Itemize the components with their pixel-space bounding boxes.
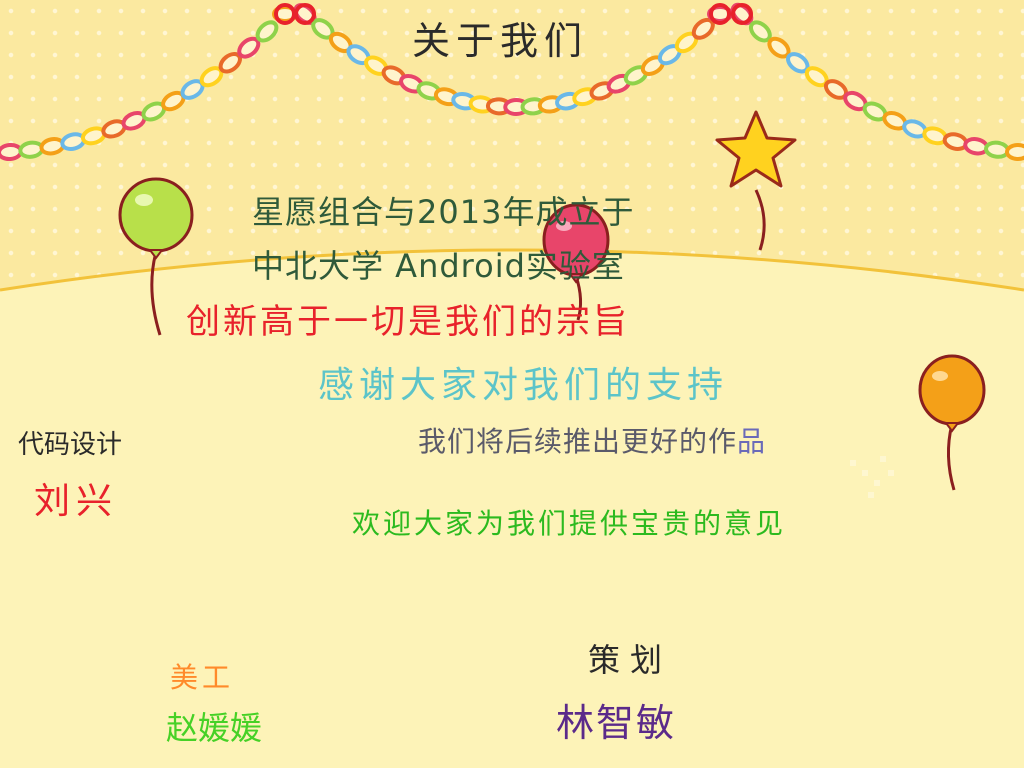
garland-segment-right [730, 2, 1024, 161]
garland-link [767, 36, 791, 59]
garland-link [691, 17, 715, 40]
garland-knot [709, 3, 731, 25]
intro-founded-text: 星愿组合与2013年成立于 [252, 193, 635, 231]
garland-segment-center [293, 3, 733, 117]
page-title: 关于我们 [412, 19, 589, 63]
planning-label: 策划 [588, 641, 673, 679]
code-design-label: 代码设计 [18, 430, 123, 460]
feedback-text: 欢迎大家为我们提供宝贵的意见 [352, 507, 787, 540]
motto-text: 创新高于一切是我们的宗旨 [186, 302, 630, 342]
garland-knot [731, 3, 753, 25]
future-works-main: 我们将后续推出更好的作 [418, 425, 738, 458]
garland-left [0, 2, 1024, 162]
balloon-pink-icon [542, 203, 610, 321]
garland-link [748, 20, 772, 43]
intro-lab-text: 中北大学 Android实验室 [252, 247, 625, 285]
balloon-green-icon [118, 177, 194, 336]
garland-link [237, 36, 261, 59]
planning-name: 林智敏 [556, 701, 677, 745]
code-design-name: 刘兴 [34, 481, 119, 522]
art-label: 美工 [170, 661, 235, 694]
balloon-orange-icon [918, 354, 986, 491]
future-works-last-char: 品 [737, 425, 767, 458]
star-icon [715, 110, 797, 251]
thanks-text: 感谢大家对我们的支持 [318, 365, 729, 406]
future-works-text: 我们将后续推出更好的作品 [418, 428, 766, 456]
garland-link [255, 20, 279, 43]
garland-segment-left [0, 5, 298, 162]
garland-link [1005, 143, 1024, 161]
art-name: 赵媛媛 [166, 709, 263, 747]
garland-knot [294, 3, 316, 25]
garland-link [730, 2, 754, 26]
